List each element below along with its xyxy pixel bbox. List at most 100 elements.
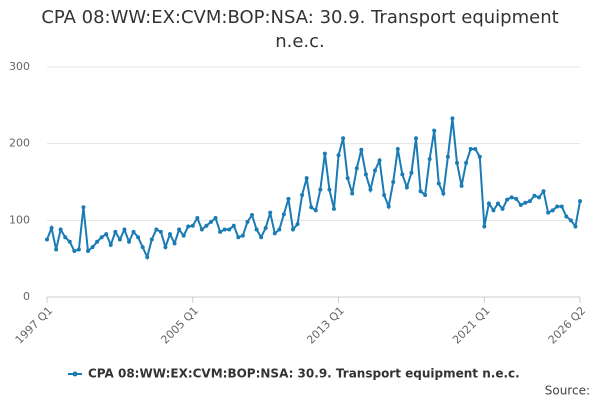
- data-point: [573, 224, 578, 229]
- data-point: [455, 160, 459, 165]
- data-point: [395, 147, 400, 152]
- data-point: [204, 223, 209, 228]
- data-point: [382, 193, 387, 198]
- data-point: [491, 208, 496, 213]
- data-point: [354, 166, 359, 171]
- data-point: [236, 235, 241, 240]
- data-point: [291, 227, 295, 232]
- data-point: [199, 227, 204, 232]
- data-point: [532, 193, 537, 198]
- data-point: [213, 216, 218, 221]
- data-point: [222, 227, 227, 232]
- data-point: [523, 200, 528, 205]
- data-point: [86, 249, 90, 253]
- data-point: [281, 212, 286, 217]
- data-point: [505, 197, 510, 202]
- data-point: [99, 235, 104, 240]
- data-point: [313, 208, 318, 213]
- data-point: [473, 147, 478, 152]
- y-tick-label: 200: [9, 137, 30, 150]
- data-point: [564, 214, 569, 219]
- data-point: [304, 176, 309, 181]
- data-point: [272, 231, 277, 236]
- data-point: [45, 237, 49, 242]
- data-point: [177, 227, 182, 232]
- x-tick-label: 2021 Q1: [450, 304, 493, 347]
- data-point: [181, 233, 186, 238]
- data-point: [578, 199, 582, 204]
- data-point: [464, 160, 469, 165]
- data-point: [468, 147, 473, 152]
- data-point: [149, 237, 154, 242]
- data-point: [436, 181, 441, 186]
- data-point: [414, 136, 418, 141]
- data-point: [404, 185, 409, 190]
- data-point: [322, 151, 327, 156]
- x-tick-label: 2013 Q1: [304, 304, 347, 347]
- data-point: [363, 172, 368, 177]
- data-point: [250, 212, 254, 217]
- data-point: [418, 189, 423, 194]
- y-tick-label: 300: [9, 60, 30, 73]
- data-point: [496, 201, 500, 206]
- data-point: [518, 203, 523, 207]
- data-point: [568, 218, 573, 223]
- data-point: [168, 232, 172, 237]
- data-point: [95, 239, 100, 244]
- data-point: [136, 235, 141, 240]
- data-point: [76, 247, 81, 252]
- data-point: [359, 147, 364, 152]
- data-point: [559, 204, 564, 209]
- data-point: [268, 210, 273, 215]
- data-point: [546, 210, 551, 215]
- data-point: [409, 170, 414, 175]
- data-point: [450, 116, 455, 121]
- data-point: [286, 196, 291, 201]
- data-point: [127, 239, 131, 244]
- data-point: [259, 235, 264, 240]
- data-point: [63, 235, 68, 240]
- data-point: [341, 136, 346, 141]
- data-point: [386, 204, 391, 209]
- data-point: [140, 245, 145, 250]
- x-tick-label: 2005 Q1: [158, 304, 201, 347]
- data-point: [500, 206, 505, 211]
- data-point: [427, 157, 432, 161]
- data-point: [486, 201, 491, 206]
- legend-marker: [72, 371, 78, 377]
- data-point: [377, 158, 382, 163]
- data-point: [108, 242, 113, 247]
- data-point: [90, 245, 95, 250]
- data-point: [209, 219, 213, 224]
- data-point: [186, 224, 191, 229]
- data-point: [368, 187, 373, 192]
- data-point: [67, 239, 72, 244]
- data-point: [113, 229, 118, 234]
- data-point: [327, 187, 332, 192]
- data-point: [309, 205, 314, 210]
- data-point: [527, 199, 532, 204]
- data-point: [400, 172, 405, 177]
- y-tick-label: 0: [23, 290, 30, 303]
- data-point: [432, 128, 437, 133]
- data-point: [49, 226, 54, 230]
- data-point: [240, 233, 245, 238]
- data-point: [300, 193, 305, 198]
- data-point: [509, 195, 514, 200]
- data-point: [423, 193, 428, 198]
- x-tick-label: 2026 Q2: [546, 304, 589, 347]
- data-point: [541, 189, 546, 194]
- data-point: [555, 204, 560, 209]
- data-point: [345, 176, 350, 181]
- data-point: [295, 222, 300, 227]
- data-point: [245, 219, 250, 224]
- data-point: [122, 227, 127, 232]
- data-point: [459, 183, 464, 188]
- data-point: [482, 224, 487, 229]
- data-point: [254, 227, 259, 232]
- data-point: [550, 208, 555, 213]
- data-point: [163, 245, 168, 250]
- data-point: [72, 249, 77, 253]
